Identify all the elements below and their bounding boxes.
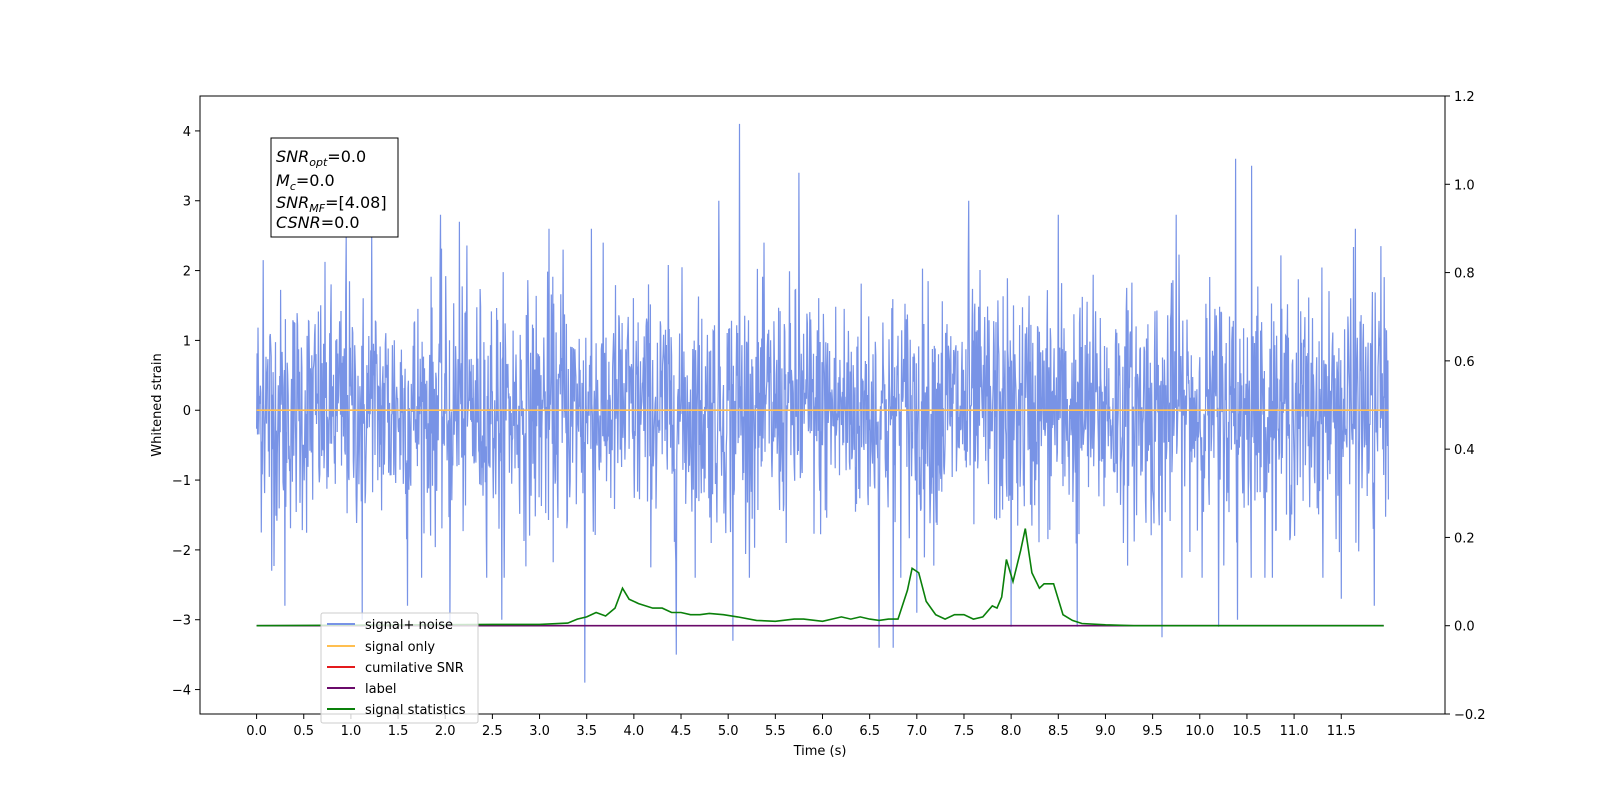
y-right-tick-label: 0.8: [1454, 267, 1475, 282]
x-tick-label: 5.5: [765, 724, 786, 739]
x-tick-label: 7.5: [954, 724, 975, 739]
y-right-tick-label: 0.6: [1454, 355, 1475, 370]
info-mc: Mc=0.0: [276, 171, 335, 193]
y-tick-label: 2: [183, 265, 191, 280]
x-tick-label: 8.0: [1001, 724, 1022, 739]
x-tick-label: 4.0: [624, 724, 645, 739]
x-tick-label: 10.0: [1185, 724, 1214, 739]
series-line-signal-statistics: [256, 528, 1384, 627]
legend-label-signal-plus-noise: signal+ noise: [365, 618, 453, 633]
y-right-tick-label: 0.4: [1454, 443, 1475, 458]
y-tick-label: −2: [172, 544, 191, 559]
legend-label-signal-statistics: signal statistics: [365, 703, 466, 718]
series-signal-plus-noise: [256, 123, 1389, 683]
x-tick-label: 1.5: [388, 724, 409, 739]
info-box-frame: [270, 137, 399, 238]
y-right-tick-label: 0.0: [1454, 620, 1475, 635]
y-tick-label: 4: [183, 125, 191, 140]
legend: signal+ noise signal only cumilative SNR…: [320, 612, 479, 724]
y-right-tick-label: 1.2: [1454, 90, 1475, 105]
x-tick-label: 4.5: [671, 724, 692, 739]
y-tick-label: −4: [172, 684, 191, 699]
legend-label-cumulative-snr: cumilative SNR: [365, 661, 464, 676]
y-tick-label: −3: [172, 614, 191, 629]
x-tick-label: 6.0: [812, 724, 833, 739]
axis-ticks: 0.0 0.5 1.0 1.5 2.0 2.5 3.0 3.5 4.0 4.5 5.0 5.5 6.0 6…: [172, 90, 1486, 739]
legend-label-signal-only: signal only: [365, 640, 435, 655]
x-tick-label: 0.5: [293, 724, 314, 739]
legend-frame: [320, 612, 479, 724]
info-snr-opt: SNRopt=0.0: [276, 147, 366, 169]
info-box: SNRopt=0.0 Mc=0.0 SNRMF=[4.08] CSNR=0.0: [270, 137, 399, 238]
x-tick-label: 5.0: [718, 724, 739, 739]
x-tick-label: 9.0: [1095, 724, 1116, 739]
x-tick-label: 7.0: [906, 724, 927, 739]
y-axis-label: Whitened strain: [150, 353, 165, 456]
x-tick-label: 8.5: [1048, 724, 1069, 739]
info-snr-mf: SNRMF=[4.08]: [276, 193, 387, 215]
legend-label-label: label: [365, 682, 396, 697]
x-tick-label: 6.5: [859, 724, 880, 739]
x-tick-label: 9.5: [1142, 724, 1163, 739]
y-tick-label: −1: [172, 474, 191, 489]
x-tick-label: 11.0: [1280, 724, 1309, 739]
x-tick-label: 10.5: [1232, 724, 1261, 739]
x-tick-label: 0.0: [246, 724, 267, 739]
y-right-tick-label: −0.2: [1454, 708, 1486, 723]
info-csnr: CSNR=0.0: [276, 213, 360, 232]
y-right-tick-label: 0.2: [1454, 531, 1475, 546]
y-right-tick-label: 1.0: [1454, 178, 1475, 193]
y-tick-label: 1: [183, 334, 191, 349]
x-tick-label: 11.5: [1327, 724, 1356, 739]
y-tick-label: 0: [183, 404, 191, 419]
x-tick-label: 2.5: [482, 724, 503, 739]
series-line-signal-plus-noise: [256, 123, 1389, 683]
x-tick-label: 1.0: [341, 724, 362, 739]
x-tick-label: 2.0: [435, 724, 456, 739]
x-tick-label: 3.5: [576, 724, 597, 739]
x-axis-label: Time (s): [793, 744, 847, 759]
y-tick-label: 3: [183, 195, 191, 210]
x-tick-label: 3.0: [529, 724, 550, 739]
